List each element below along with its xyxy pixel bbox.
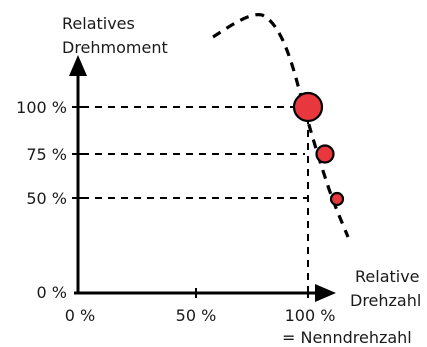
torque-curve [212, 13, 350, 238]
y-tick-label-50: 50 % [26, 189, 67, 208]
x-tick-label-100: 100 % [285, 306, 336, 325]
y-tick-label-0: 0 % [37, 283, 67, 302]
operating-point-75 [315, 144, 335, 164]
y-axis-label-line-1: Relatives [62, 14, 135, 33]
x-note-rated-speed: = Nenndrehzahl [282, 328, 412, 347]
y-axis-label-line-2: Drehmoment [62, 38, 168, 57]
y-tick-label-100: 100 % [16, 98, 67, 117]
operating-point-50 [329, 191, 345, 207]
x-tick-label-50: 50 % [176, 306, 217, 325]
x-axis-label-line-1: Relative [355, 267, 420, 286]
x-tick-label-0: 0 % [65, 306, 95, 325]
operating-point-100 [292, 91, 324, 123]
x-axis-label-line-2: Drehzahl [350, 291, 421, 310]
y-axis-arrow [69, 55, 87, 76]
y-tick-label-75: 75 % [26, 145, 67, 164]
x-axis-arrow [315, 284, 336, 302]
